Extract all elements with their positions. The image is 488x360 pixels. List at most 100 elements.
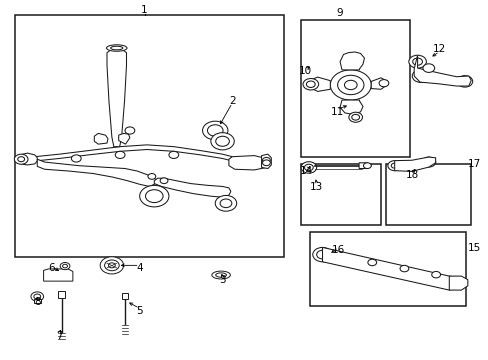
- Circle shape: [100, 257, 123, 274]
- Circle shape: [460, 78, 468, 85]
- Circle shape: [31, 292, 43, 301]
- Circle shape: [104, 260, 119, 271]
- Circle shape: [408, 55, 426, 68]
- Circle shape: [421, 157, 435, 167]
- Circle shape: [14, 154, 28, 164]
- Circle shape: [60, 262, 70, 270]
- Text: 7: 7: [56, 331, 62, 341]
- Circle shape: [406, 163, 416, 171]
- Polygon shape: [413, 55, 470, 86]
- Circle shape: [71, 155, 81, 162]
- Circle shape: [210, 133, 234, 150]
- Circle shape: [148, 174, 156, 179]
- Circle shape: [207, 125, 223, 136]
- Text: 16: 16: [331, 245, 345, 255]
- Text: 11: 11: [330, 107, 343, 117]
- Circle shape: [34, 294, 41, 299]
- Polygon shape: [94, 134, 108, 144]
- Text: 1: 1: [141, 5, 147, 15]
- Text: 15: 15: [467, 243, 480, 253]
- Circle shape: [316, 250, 328, 259]
- Circle shape: [337, 75, 363, 95]
- Bar: [300, 21, 409, 157]
- Bar: [34, 299, 41, 303]
- Polygon shape: [358, 163, 370, 168]
- Polygon shape: [43, 269, 73, 281]
- Bar: [122, 293, 128, 299]
- Ellipse shape: [106, 45, 127, 51]
- Polygon shape: [35, 145, 232, 161]
- Polygon shape: [448, 276, 467, 290]
- Circle shape: [351, 114, 359, 120]
- Circle shape: [303, 78, 318, 90]
- Circle shape: [125, 127, 135, 134]
- Circle shape: [220, 199, 231, 208]
- Polygon shape: [37, 159, 157, 186]
- Circle shape: [262, 157, 270, 163]
- Text: 4: 4: [136, 263, 142, 273]
- Text: 5: 5: [136, 306, 142, 316]
- Ellipse shape: [110, 46, 122, 50]
- Circle shape: [422, 64, 434, 72]
- Circle shape: [378, 80, 388, 87]
- Text: 14: 14: [300, 166, 313, 176]
- Polygon shape: [19, 153, 37, 165]
- Bar: [58, 291, 65, 298]
- Polygon shape: [394, 157, 435, 171]
- Ellipse shape: [211, 271, 230, 279]
- Bar: [385, 164, 470, 225]
- Circle shape: [348, 112, 362, 122]
- Circle shape: [387, 161, 401, 171]
- Circle shape: [202, 121, 227, 140]
- Text: 13: 13: [309, 182, 323, 192]
- Circle shape: [408, 166, 413, 169]
- Ellipse shape: [215, 273, 226, 277]
- Circle shape: [215, 136, 229, 146]
- Bar: [15, 15, 283, 257]
- Circle shape: [330, 70, 370, 100]
- Text: 8: 8: [34, 297, 41, 307]
- Circle shape: [304, 164, 313, 171]
- Text: 10: 10: [298, 66, 311, 76]
- Circle shape: [411, 69, 429, 82]
- Circle shape: [215, 195, 236, 211]
- Circle shape: [145, 190, 163, 203]
- Circle shape: [456, 76, 472, 87]
- Polygon shape: [119, 134, 130, 144]
- Polygon shape: [154, 178, 230, 197]
- Circle shape: [312, 247, 331, 262]
- Circle shape: [390, 163, 397, 168]
- Polygon shape: [228, 156, 268, 170]
- Polygon shape: [370, 78, 385, 89]
- Text: 3: 3: [219, 275, 225, 285]
- Circle shape: [399, 265, 408, 272]
- Polygon shape: [322, 247, 461, 290]
- Circle shape: [415, 72, 425, 80]
- Circle shape: [168, 151, 178, 158]
- Text: 12: 12: [432, 44, 445, 54]
- Circle shape: [412, 58, 422, 65]
- Circle shape: [18, 157, 24, 162]
- Polygon shape: [339, 52, 364, 70]
- Circle shape: [344, 80, 356, 90]
- Text: 17: 17: [467, 159, 480, 169]
- Polygon shape: [261, 154, 271, 168]
- Text: 9: 9: [336, 8, 342, 18]
- Circle shape: [108, 263, 115, 268]
- Circle shape: [62, 264, 67, 268]
- Circle shape: [262, 160, 270, 166]
- Text: 6: 6: [48, 263, 55, 273]
- Circle shape: [306, 81, 315, 87]
- Text: 18: 18: [405, 170, 419, 180]
- Circle shape: [363, 163, 370, 168]
- Circle shape: [431, 271, 440, 278]
- Circle shape: [115, 151, 125, 158]
- Circle shape: [301, 162, 316, 173]
- Circle shape: [160, 178, 167, 184]
- Polygon shape: [107, 48, 126, 147]
- Polygon shape: [310, 77, 330, 91]
- Polygon shape: [339, 100, 362, 114]
- Circle shape: [140, 185, 168, 207]
- Circle shape: [425, 159, 431, 165]
- Text: 2: 2: [228, 96, 235, 106]
